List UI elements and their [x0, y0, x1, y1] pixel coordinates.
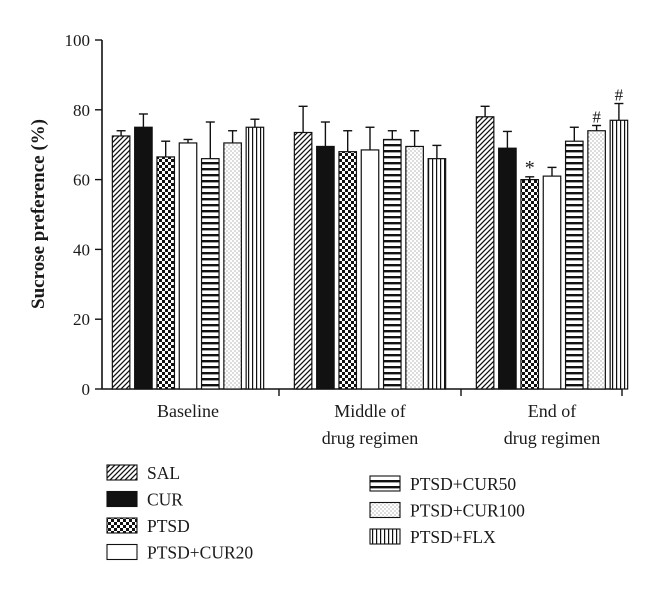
y-tick-label: 20 [73, 310, 90, 329]
y-tick-label: 40 [73, 240, 90, 259]
legend-label: PTSD [147, 516, 190, 536]
significance-mark: # [592, 108, 601, 127]
bar [156, 156, 176, 390]
bar [111, 135, 131, 390]
category-label: Middle of [334, 401, 406, 421]
bar [245, 126, 265, 390]
significance-mark: # [615, 86, 624, 105]
category-label: drug regimen [504, 428, 600, 448]
bar [564, 140, 584, 390]
legend-label: PTSD+CUR50 [410, 474, 516, 494]
bar [338, 151, 358, 390]
bar [316, 145, 335, 390]
category-label: drug regimen [322, 428, 418, 448]
legend-label: PTSD+CUR20 [147, 543, 253, 563]
bar [360, 149, 380, 390]
bar [382, 138, 402, 390]
legend-swatch [106, 543, 138, 561]
legend-swatch [369, 501, 401, 519]
bar [520, 179, 540, 390]
significance-mark: * [525, 157, 535, 179]
legend-swatch [369, 475, 401, 492]
bar [542, 175, 562, 390]
bar [134, 126, 153, 390]
x-category-labels: Baseline Middle of drug regimen End of drug … [157, 401, 600, 448]
bar [405, 145, 424, 390]
bar [587, 130, 606, 390]
legend-label: CUR [147, 490, 183, 510]
bar [200, 158, 220, 390]
category-label: End of [528, 401, 577, 421]
bar [609, 119, 629, 390]
y-tick-label: 60 [73, 171, 90, 190]
legend-swatch [369, 528, 401, 545]
y-axis-label: Sucrose preference (%) [28, 119, 49, 309]
legend-label: SAL [147, 463, 180, 483]
legend-swatch [106, 490, 138, 508]
bars: * # # [111, 86, 629, 390]
legend-label: PTSD+CUR100 [410, 501, 525, 521]
legend-swatch [106, 464, 138, 481]
bar [293, 131, 313, 390]
y-tick-label: 0 [82, 380, 91, 399]
legend-label: PTSD+FLX [410, 527, 496, 547]
legend: SAL CUR PTSD PTSD+CUR20 PTSD+CUR50 PTSD+CUR10… [106, 463, 525, 563]
y-tick-label: 80 [73, 101, 90, 120]
bar [223, 142, 242, 390]
y-tick-label: 100 [65, 31, 91, 50]
bar [178, 142, 198, 390]
category-label: Baseline [157, 401, 219, 421]
legend-swatch [106, 517, 138, 534]
bar [475, 116, 495, 390]
bar [498, 147, 517, 390]
bar [427, 158, 447, 390]
